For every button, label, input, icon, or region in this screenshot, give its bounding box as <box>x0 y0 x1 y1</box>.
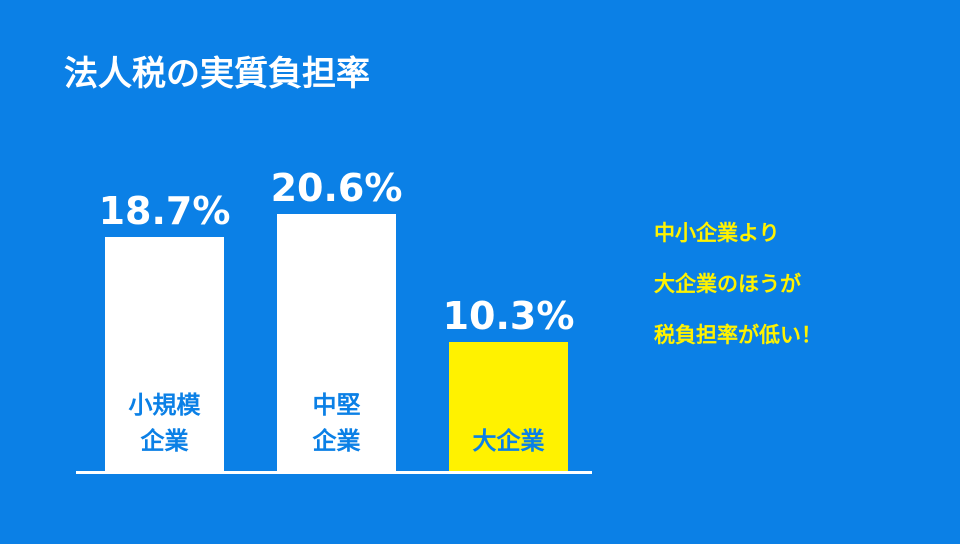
bar <box>105 237 224 471</box>
bar <box>277 213 396 471</box>
baseline <box>76 471 592 474</box>
chart-title: 法人税の実質負担率 <box>64 54 370 94</box>
value-label: 10.3% <box>442 294 575 339</box>
category-label: 小規模 企業 <box>128 391 201 455</box>
category-label: 大企業 <box>472 427 545 455</box>
category-label: 中堅 企業 <box>312 391 361 455</box>
value-label: 18.7% <box>98 189 231 234</box>
bar <box>449 342 568 471</box>
annotation: 中小企業より 大企業のほうが 税負担率が低い！ <box>654 221 822 347</box>
value-label: 20.6% <box>270 165 403 210</box>
